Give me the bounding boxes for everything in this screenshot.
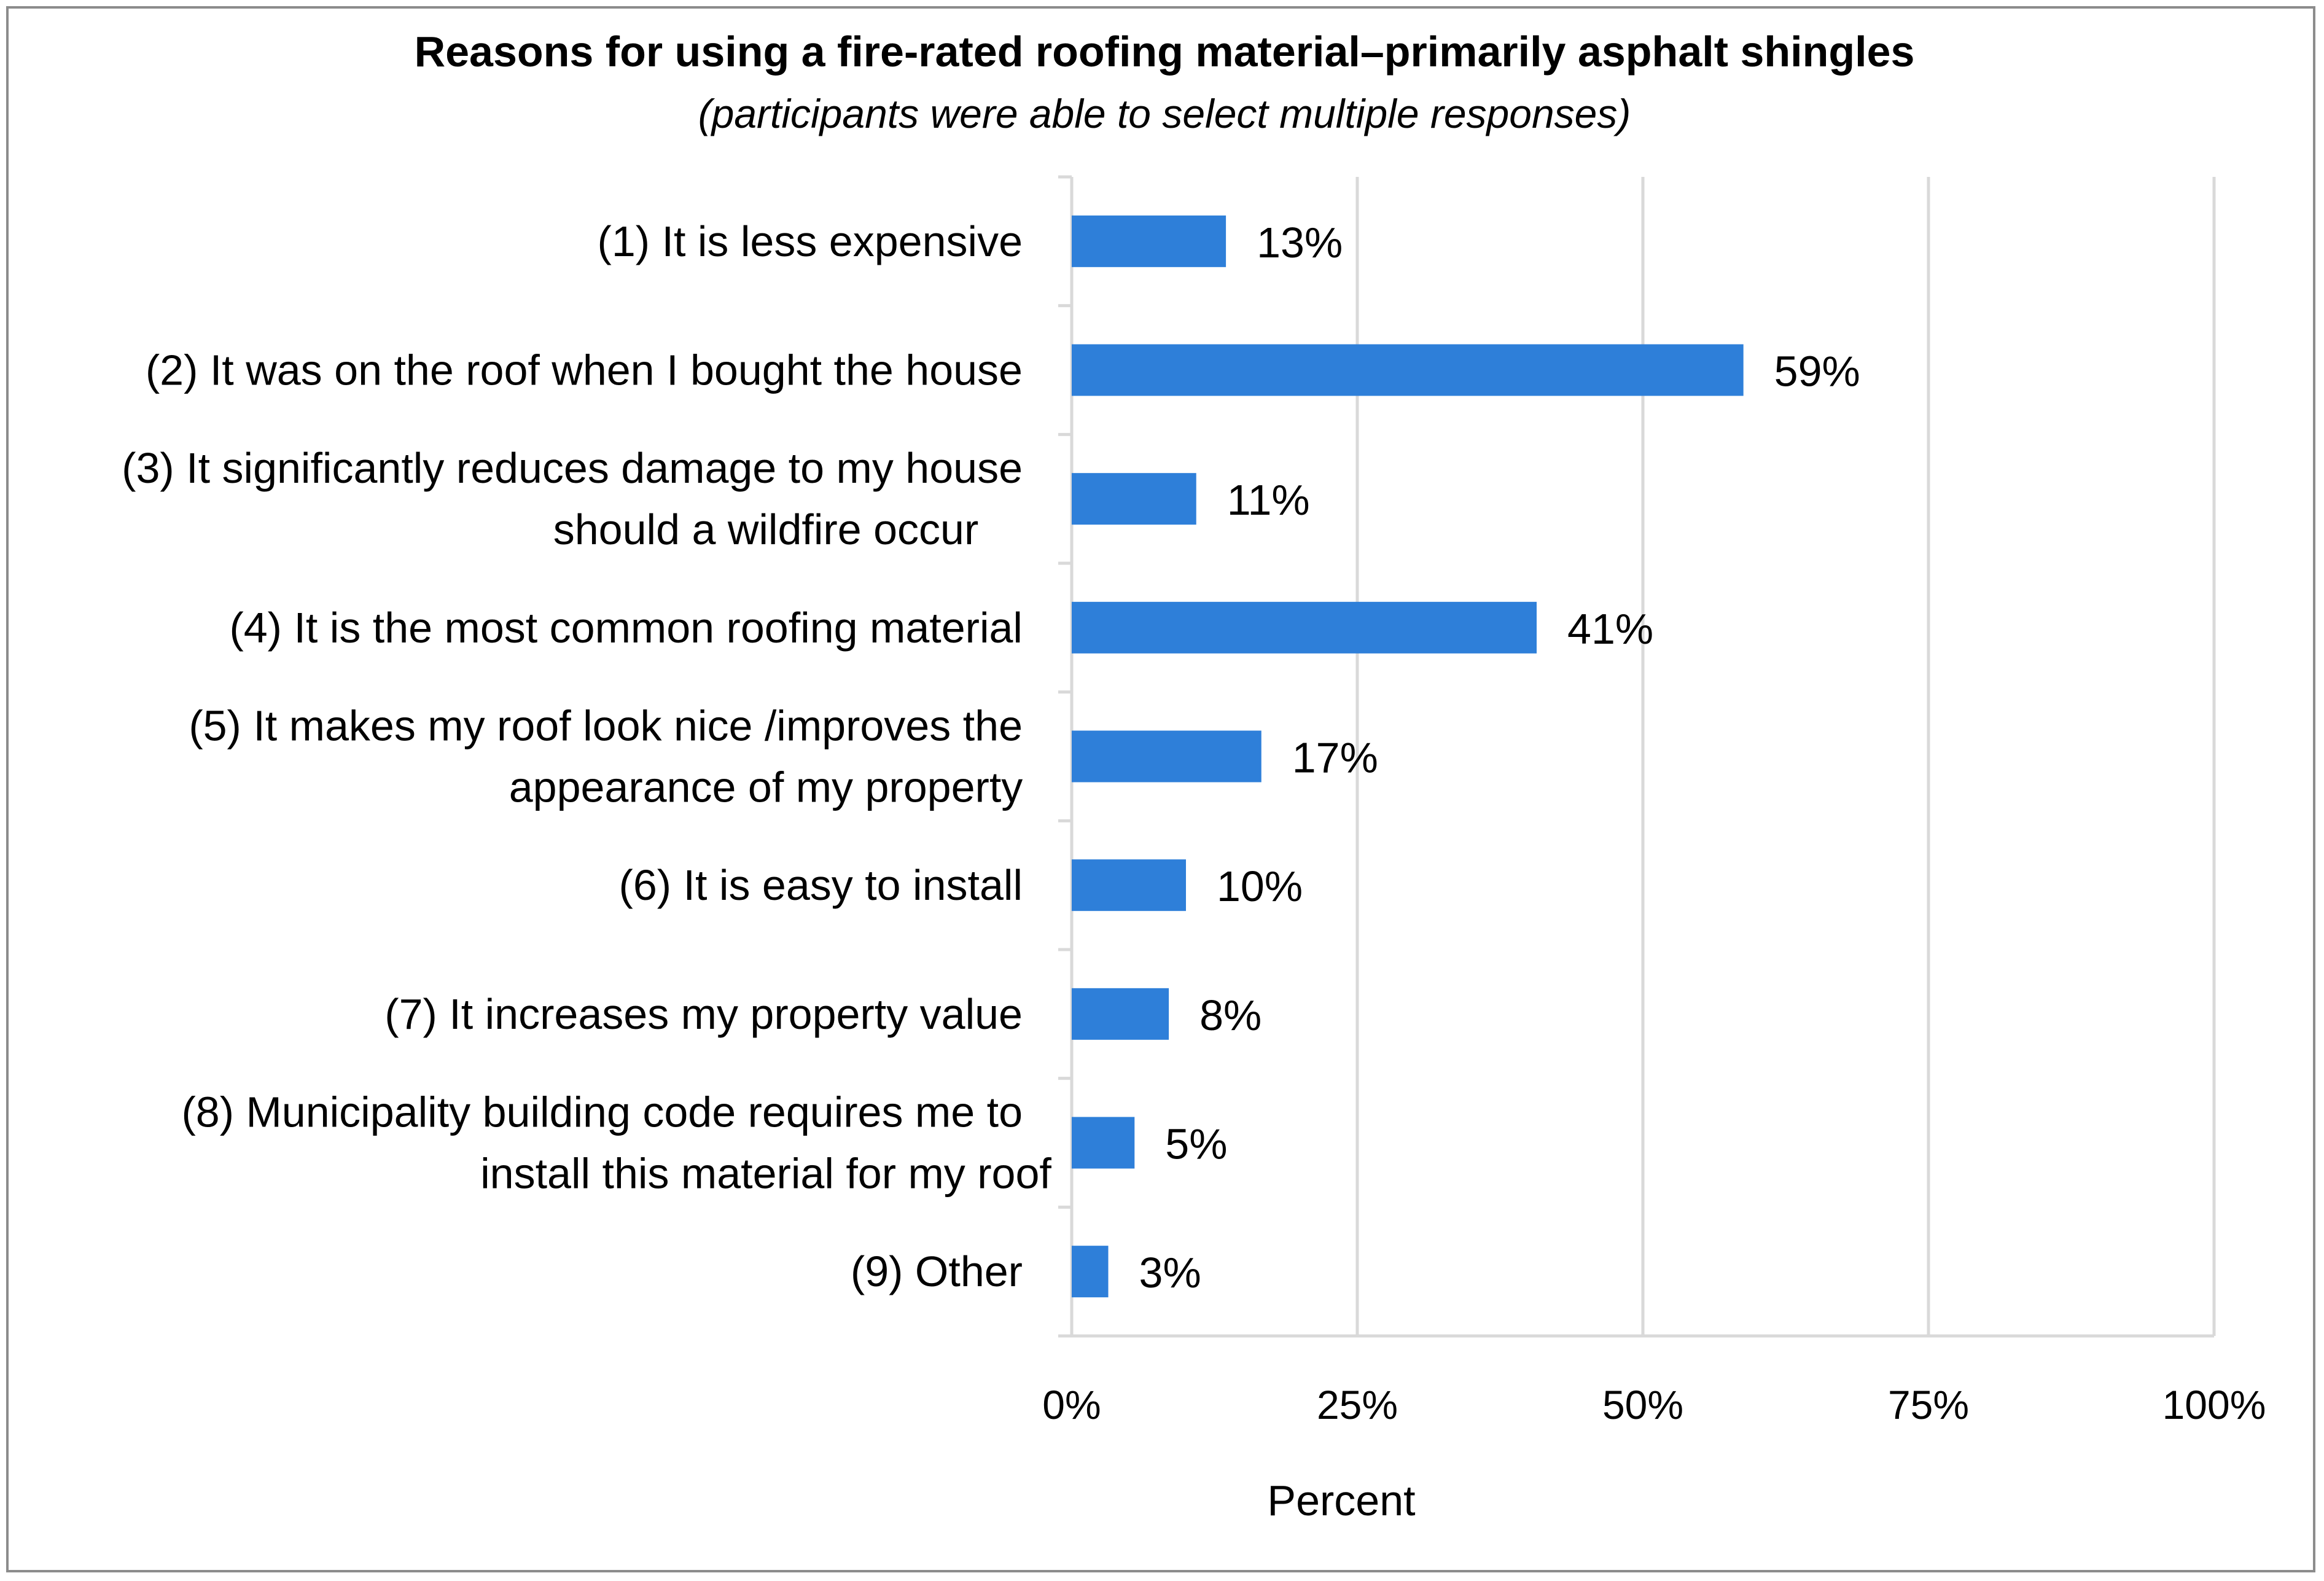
data-label-5: 17% <box>1292 734 1378 782</box>
data-label-3: 11% <box>1227 476 1310 524</box>
bar-9 <box>1072 1246 1109 1298</box>
data-label-7: 8% <box>1199 991 1261 1039</box>
chart-title: Reasons for using a fire-rated roofing m… <box>415 28 1915 76</box>
bar-2 <box>1072 344 1744 396</box>
category-label-8: install this material for my roof <box>480 1150 1051 1198</box>
bar-4 <box>1072 601 1537 654</box>
bar-1 <box>1072 215 1226 267</box>
data-label-4: 41% <box>1567 605 1653 653</box>
data-label-2: 59% <box>1774 348 1860 396</box>
x-axis-ticks: 0% 25% 50% 75% 100% <box>1042 1382 2266 1427</box>
chart-subtitle: (participants were able to select multip… <box>698 91 1631 136</box>
x-tick-label-0: 0% <box>1042 1382 1101 1427</box>
category-label-1: (1) It is less expensive <box>598 217 1023 265</box>
bar-3 <box>1072 473 1196 525</box>
bar-8 <box>1072 1117 1135 1169</box>
data-label-9: 3% <box>1139 1249 1201 1297</box>
category-label-3: (3) It significantly reduces damage to m… <box>122 444 1023 492</box>
data-label-1: 13% <box>1257 219 1343 267</box>
x-axis-title: Percent <box>1267 1477 1415 1524</box>
category-label-6: (6) It is easy to install <box>619 861 1023 909</box>
category-label-3: should a wildfire occur <box>553 506 979 553</box>
category-label-7: (7) It increases my property value <box>384 990 1023 1038</box>
x-tick-label-75: 75% <box>1888 1382 1969 1427</box>
category-label-5: appearance of my property <box>509 763 1023 811</box>
category-label-4: (4) It is the most common roofing materi… <box>229 604 1023 652</box>
category-label-8: (8) Municipality building code requires … <box>181 1088 1023 1136</box>
bar-7 <box>1072 988 1169 1040</box>
bar-5 <box>1072 730 1261 783</box>
bar-6 <box>1072 859 1186 912</box>
data-label-6: 10% <box>1217 862 1303 910</box>
category-label-5: (5) It makes my roof look nice /improves… <box>189 702 1023 750</box>
category-labels: (1) It is less expensive (2) It was on th… <box>122 217 1051 1295</box>
category-label-2: (2) It was on the roof when I bought the… <box>146 346 1023 394</box>
data-label-8: 5% <box>1165 1120 1227 1168</box>
chart-frame <box>6 6 2315 1572</box>
category-label-9: (9) Other <box>851 1247 1023 1295</box>
bars: 13% 59% 11% 41% 17% 10% 8% 5% 3% <box>1072 215 1860 1298</box>
x-tick-label-50: 50% <box>1602 1382 1683 1427</box>
x-tick-label-100: 100% <box>2162 1382 2266 1427</box>
x-tick-label-25: 25% <box>1317 1382 1398 1427</box>
